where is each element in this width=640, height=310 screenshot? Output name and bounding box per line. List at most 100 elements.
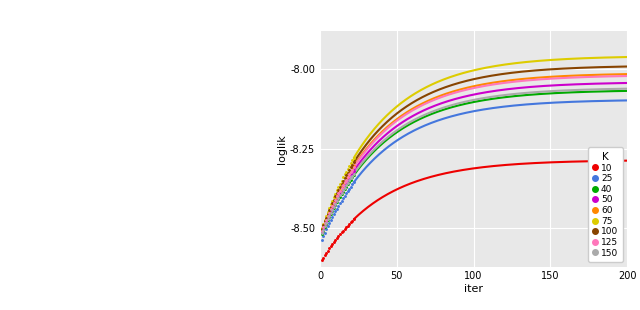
Point xyxy=(327,202,337,207)
Point xyxy=(335,191,345,196)
Point xyxy=(346,176,356,181)
Point xyxy=(329,212,339,217)
Point xyxy=(330,196,340,201)
Point xyxy=(342,170,353,175)
Point xyxy=(324,209,334,214)
Point xyxy=(335,194,345,199)
Point xyxy=(347,218,357,223)
Point xyxy=(333,196,344,201)
Point xyxy=(339,185,349,190)
Point xyxy=(338,188,348,193)
Point xyxy=(347,162,357,167)
Point xyxy=(318,225,328,230)
Point xyxy=(321,215,332,220)
Point xyxy=(338,189,348,194)
Point xyxy=(333,188,344,193)
Point xyxy=(326,244,336,249)
Point xyxy=(330,191,340,196)
Point xyxy=(335,184,345,189)
Point xyxy=(323,218,333,223)
Point xyxy=(321,217,332,222)
Point xyxy=(329,200,339,205)
Point xyxy=(324,246,334,251)
Point xyxy=(324,206,334,210)
Point xyxy=(318,234,328,239)
Point xyxy=(342,182,353,187)
Point xyxy=(332,197,342,202)
Point xyxy=(329,197,339,202)
Point xyxy=(318,228,328,233)
Point xyxy=(338,185,348,190)
Point xyxy=(344,163,355,168)
Point xyxy=(341,184,351,189)
Point xyxy=(338,179,348,184)
Point xyxy=(342,166,353,171)
Point xyxy=(335,232,345,237)
Point xyxy=(323,214,333,219)
Point xyxy=(332,193,342,198)
Point xyxy=(319,218,330,223)
Point xyxy=(332,236,342,241)
Point xyxy=(338,196,348,201)
Point xyxy=(341,183,351,188)
Point xyxy=(339,183,349,188)
Point xyxy=(324,215,334,220)
Point xyxy=(342,175,353,179)
Point xyxy=(316,227,326,232)
Point xyxy=(344,178,355,183)
Point xyxy=(335,187,345,192)
Point xyxy=(338,175,348,180)
Point xyxy=(337,230,347,235)
Point xyxy=(338,181,348,186)
Point xyxy=(316,231,326,236)
Point xyxy=(327,215,337,219)
Point xyxy=(347,158,357,163)
Point xyxy=(335,188,345,193)
Point xyxy=(346,177,356,182)
Point xyxy=(332,200,342,205)
Point xyxy=(319,222,330,227)
Point xyxy=(339,179,349,184)
Point xyxy=(327,206,337,210)
Point xyxy=(344,167,355,172)
Point xyxy=(344,171,355,176)
Point xyxy=(327,207,337,212)
Point xyxy=(316,226,326,231)
Point xyxy=(318,224,328,229)
Point xyxy=(337,188,347,193)
Point xyxy=(342,173,353,178)
Point xyxy=(337,198,347,203)
Point xyxy=(341,173,351,178)
Point xyxy=(318,222,328,227)
Point xyxy=(316,228,326,233)
Point xyxy=(341,180,351,185)
Point xyxy=(329,204,339,209)
Point xyxy=(329,195,339,200)
Point xyxy=(319,225,330,230)
Point xyxy=(323,224,333,229)
Point xyxy=(338,182,348,187)
Point xyxy=(327,242,337,247)
Point xyxy=(321,221,332,226)
Point xyxy=(316,230,326,235)
Point xyxy=(349,173,359,178)
Point xyxy=(323,210,333,215)
Point xyxy=(316,232,326,237)
Point xyxy=(342,223,353,228)
Point xyxy=(321,216,332,221)
Point xyxy=(330,237,340,242)
Point xyxy=(333,197,344,202)
Point xyxy=(318,223,328,228)
Point xyxy=(321,214,332,219)
Point xyxy=(319,219,330,224)
Point xyxy=(330,203,340,208)
Point xyxy=(327,198,337,203)
Point xyxy=(319,220,330,225)
Point xyxy=(346,161,356,166)
Point xyxy=(339,175,349,180)
Point xyxy=(327,201,337,206)
Point xyxy=(347,166,357,171)
Point xyxy=(330,209,340,214)
Point xyxy=(341,225,351,230)
Point xyxy=(341,177,351,182)
